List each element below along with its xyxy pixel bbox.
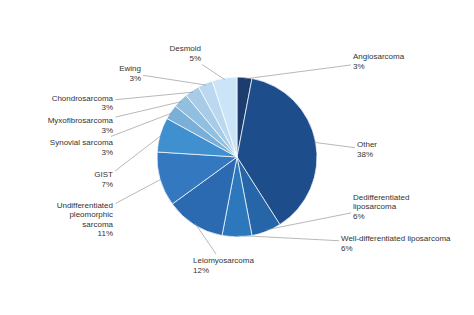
category-label: Angiosarcoma <box>353 52 405 61</box>
chart: Angiosarcoma3%Other38%Dedifferentiatedli… <box>0 0 474 315</box>
category-label: liposarcoma <box>353 202 397 211</box>
leader-line <box>195 223 216 254</box>
category-label: Ewing <box>119 64 141 73</box>
data-label: 6% <box>353 212 365 221</box>
leader-line <box>202 65 225 80</box>
data-label: 5% <box>189 54 201 63</box>
data-label: 7% <box>101 180 113 189</box>
category-label: Dedifferentiated <box>353 193 409 202</box>
data-label: 6% <box>341 244 353 253</box>
slice-label: Chondrosarcoma3% <box>52 94 114 113</box>
category-label: Well-differentiated liposarcoma <box>341 234 451 243</box>
data-label: 3% <box>101 103 113 112</box>
category-label: Chondrosarcoma <box>52 94 114 103</box>
leader-line <box>115 135 162 171</box>
leader-line <box>237 235 339 240</box>
category-label: GIST <box>94 170 113 179</box>
leader-line <box>111 113 172 137</box>
leader-line <box>266 213 351 230</box>
leader-lines <box>111 65 355 255</box>
leader-line <box>116 179 162 204</box>
data-label: 3% <box>129 74 141 83</box>
slice <box>157 152 237 204</box>
data-label: 3% <box>101 126 113 135</box>
data-label: 38% <box>357 150 373 159</box>
category-label: pleomorphic <box>69 210 113 219</box>
labels: Angiosarcoma3%Other38%Dedifferentiatedli… <box>48 44 451 274</box>
category-label: Synovial sarcoma <box>50 138 114 147</box>
slice-label: Dedifferentiatedliposarcoma6% <box>353 193 409 221</box>
leader-line <box>244 65 351 79</box>
data-label: 12% <box>193 266 209 275</box>
slice-label: Myxofibrosarcoma3% <box>48 116 114 135</box>
data-label: 11% <box>98 229 113 238</box>
category-label: Leiomyosarcoma <box>193 256 254 265</box>
leader-line <box>143 75 206 85</box>
slice-label: Leiomyosarcoma12% <box>193 256 254 275</box>
leader-line <box>314 142 355 147</box>
slice-label: Angiosarcoma3% <box>353 52 405 71</box>
slice-label: Synovial sarcoma3% <box>50 138 114 157</box>
leader-line <box>116 92 193 100</box>
slice-label: Desmoid5% <box>169 44 201 63</box>
category-label: Undifferentiated <box>57 201 113 210</box>
slice <box>212 77 237 157</box>
slice-label: Well-differentiated liposarcoma6% <box>341 234 451 253</box>
slice-label: GIST7% <box>94 170 113 189</box>
category-label: sarcoma <box>82 220 113 229</box>
category-label: Other <box>357 140 377 149</box>
slice-label: Undifferentiatedpleomorphicsarcoma11% <box>57 201 114 239</box>
slice-label: Other38% <box>357 140 377 159</box>
data-label: 3% <box>353 62 365 71</box>
category-label: Desmoid <box>169 44 201 53</box>
leader-line <box>116 102 182 118</box>
pie <box>157 77 317 237</box>
slice-label: Ewing3% <box>119 64 141 83</box>
category-label: Myxofibrosarcoma <box>48 116 114 125</box>
data-label: 3% <box>101 148 113 157</box>
